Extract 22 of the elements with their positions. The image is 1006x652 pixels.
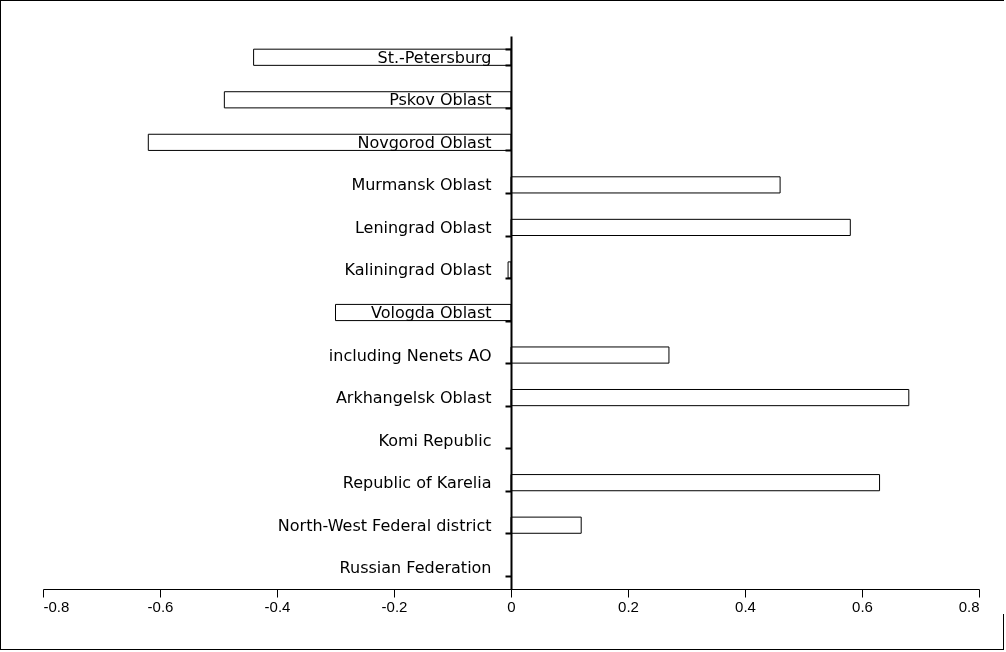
x-tick-label: 0.8: [958, 597, 980, 615]
x-tick-label: -0.2: [381, 597, 408, 615]
x-tick-label: 0.2: [618, 597, 639, 615]
y-tick-label: North-West Federal district: [277, 515, 492, 535]
x-tick-label: -0.4: [264, 597, 291, 615]
y-tick-label: Kaliningrad Oblast: [344, 260, 492, 280]
x-tick-label: 0.6: [852, 597, 873, 615]
y-tick-label: Komi Republic: [378, 430, 492, 450]
y-tick-label: including Nenets AO: [328, 345, 492, 365]
y-tick-label: Novgorod Oblast: [357, 132, 492, 152]
x-tick-label: -0.6: [147, 597, 174, 615]
y-tick-label: St.-Petersburg: [377, 47, 492, 67]
y-tick-label: Pskov Oblast: [389, 90, 492, 110]
x-tick-label: 0.4: [735, 597, 756, 615]
y-tick-label: Republic of Karelia: [342, 473, 492, 493]
y-tick-label: Leningrad Oblast: [354, 217, 492, 237]
y-tick-label: Arkhangelsk Oblast: [335, 388, 492, 408]
y-tick-label: Murmansk Oblast: [351, 175, 492, 195]
x-tick-label: -0.8: [43, 597, 70, 615]
y-tick-label: Russian Federation: [339, 558, 492, 578]
x-tick-label: 0: [507, 597, 516, 615]
y-tick-label: Vologda Oblast: [370, 303, 492, 322]
